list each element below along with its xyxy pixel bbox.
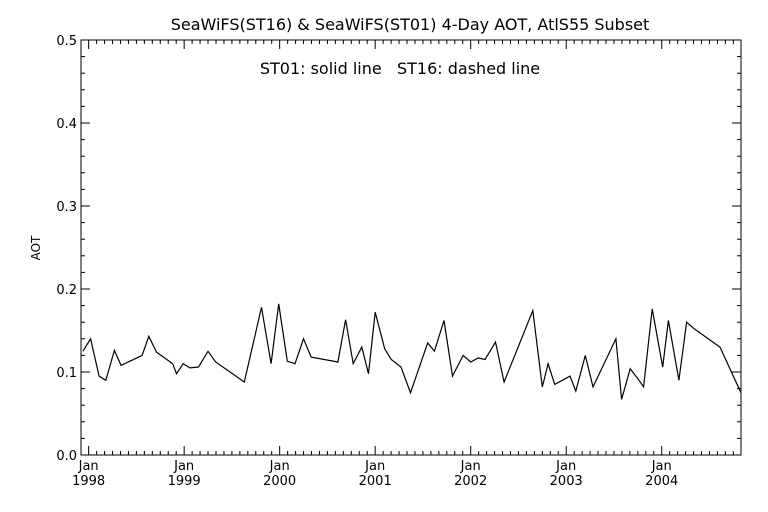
y-tick-label: 0.3 — [56, 200, 77, 215]
line-style-legend: ST01: solid line ST16: dashed line — [260, 59, 540, 78]
x-tick-year-label: 2000 — [263, 474, 296, 489]
series-line-st01 — [82, 303, 742, 400]
series-layer — [82, 303, 742, 400]
x-tick-month-label: Jan — [460, 459, 481, 474]
y-tick-label: 0.5 — [56, 34, 77, 49]
x-tick-year-label: 2001 — [359, 474, 392, 489]
chart-title: SeaWiFS(ST16) & SeaWiFS(ST01) 4-Day AOT,… — [171, 15, 650, 34]
y-tick-label: 0.2 — [56, 283, 77, 298]
x-tick-month-label: Jan — [555, 459, 576, 474]
x-tick-year-label: 1998 — [72, 474, 105, 489]
y-axis-label: AOT — [29, 235, 43, 260]
x-tick-month-label: Jan — [78, 459, 99, 474]
y-tick-label: 0.4 — [56, 117, 77, 132]
x-tick-year-label: 2003 — [550, 474, 583, 489]
plot-frame — [80, 39, 742, 456]
x-tick-year-label: 2004 — [645, 474, 678, 489]
y-tick-label: 0.0 — [56, 449, 77, 464]
x-axis: Jan1998Jan1999Jan2000Jan2001Jan2002Jan20… — [72, 40, 734, 489]
x-tick-month-label: Jan — [269, 459, 290, 474]
x-tick-month-label: Jan — [173, 459, 194, 474]
x-tick-year-label: 2002 — [454, 474, 487, 489]
x-tick-year-label: 1999 — [168, 474, 201, 489]
y-axis: 0.0 0.1 0.2 0.3 0.4 0.5 — [56, 34, 741, 464]
x-tick-month-label: Jan — [651, 459, 672, 474]
y-tick-label: 0.1 — [56, 366, 77, 381]
x-tick-month-label: Jan — [364, 459, 385, 474]
